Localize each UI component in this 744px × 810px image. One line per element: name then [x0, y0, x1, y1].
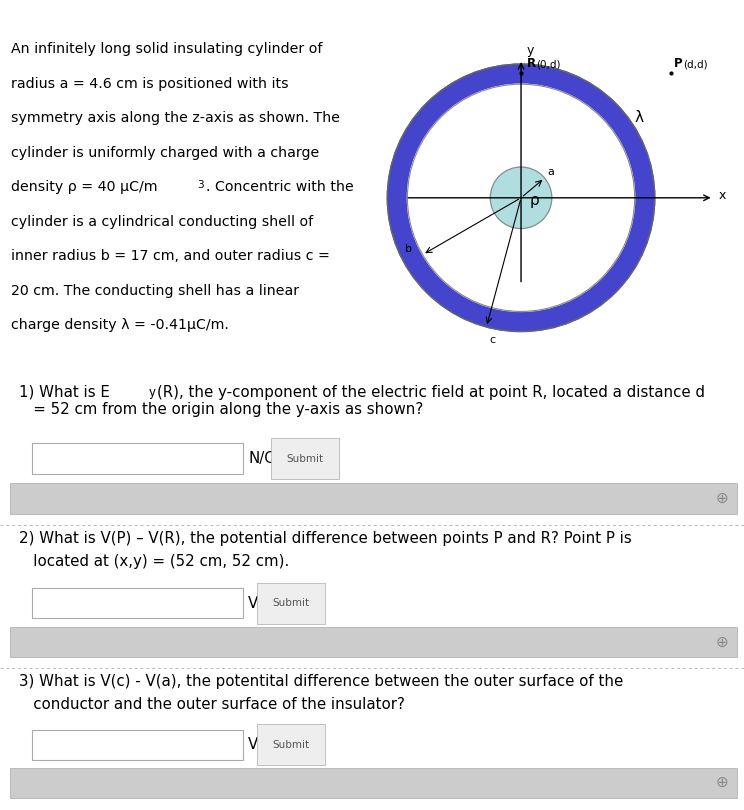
Text: y: y [526, 44, 533, 57]
Text: R: R [526, 57, 536, 70]
Text: 20 cm. The conducting shell has a linear: 20 cm. The conducting shell has a linear [11, 284, 299, 298]
Text: (d,d): (d,d) [683, 60, 708, 70]
Text: Submit: Submit [286, 454, 324, 463]
Text: (0,d): (0,d) [536, 60, 560, 70]
Text: λ: λ [635, 110, 644, 125]
Text: radius a = 4.6 cm is positioned with its: radius a = 4.6 cm is positioned with its [11, 77, 289, 91]
Circle shape [490, 167, 552, 228]
Circle shape [388, 64, 655, 331]
Text: ⊕: ⊕ [716, 491, 728, 506]
Text: 2) What is V(P) – V(R), the potential difference between points P and R? Point P: 2) What is V(P) – V(R), the potential di… [19, 531, 632, 546]
Bar [31, 443, 243, 475]
Text: ρ: ρ [530, 194, 539, 208]
Bar [31, 730, 243, 760]
Bar [10, 768, 737, 798]
Text: y: y [148, 386, 155, 399]
Text: 1) What is E: 1) What is E [19, 385, 110, 400]
Text: Submit: Submit [272, 598, 310, 608]
Text: symmetry axis along the z-axis as shown. The: symmetry axis along the z-axis as shown.… [11, 111, 340, 125]
Text: located at (x,y) = (52 cm, 52 cm).: located at (x,y) = (52 cm, 52 cm). [19, 554, 289, 569]
Bar [10, 627, 737, 658]
Text: V: V [248, 737, 259, 752]
Text: = 52 cm from the origin along the y-axis as shown?: = 52 cm from the origin along the y-axis… [19, 402, 423, 417]
Text: ⊕: ⊕ [716, 775, 728, 791]
Text: . Concentric with the: . Concentric with the [206, 180, 354, 194]
Bar [31, 588, 243, 619]
Text: An infinitely long solid insulating cylinder of: An infinitely long solid insulating cyli… [11, 42, 323, 56]
Text: charge density λ = -0.41μC/m.: charge density λ = -0.41μC/m. [11, 318, 229, 332]
Text: density ρ = 40 μC/m: density ρ = 40 μC/m [11, 180, 158, 194]
Text: P: P [674, 57, 682, 70]
Text: x: x [719, 189, 726, 202]
Text: a: a [548, 167, 554, 177]
Circle shape [408, 84, 635, 311]
Text: cylinder is a cylindrical conducting shell of: cylinder is a cylindrical conducting she… [11, 215, 313, 228]
Text: inner radius b = 17 cm, and outer radius c =: inner radius b = 17 cm, and outer radius… [11, 249, 330, 263]
Text: cylinder is uniformly charged with a charge: cylinder is uniformly charged with a cha… [11, 146, 319, 160]
Text: 3) What is V(c) - V(a), the potentital difference between the outer surface of t: 3) What is V(c) - V(a), the potentital d… [19, 674, 623, 689]
Text: c: c [489, 335, 496, 345]
Text: N/C: N/C [248, 451, 275, 467]
Text: V: V [248, 595, 259, 611]
Text: (R), the y-component of the electric field at point R, located a distance d: (R), the y-component of the electric fie… [157, 385, 705, 400]
Text: b: b [405, 245, 412, 254]
Text: Submit: Submit [272, 740, 310, 750]
Text: 3: 3 [198, 180, 205, 190]
Text: ⊕: ⊕ [716, 635, 728, 650]
Text: conductor and the outer surface of the insulator?: conductor and the outer surface of the i… [19, 697, 405, 712]
Bar [10, 483, 737, 514]
